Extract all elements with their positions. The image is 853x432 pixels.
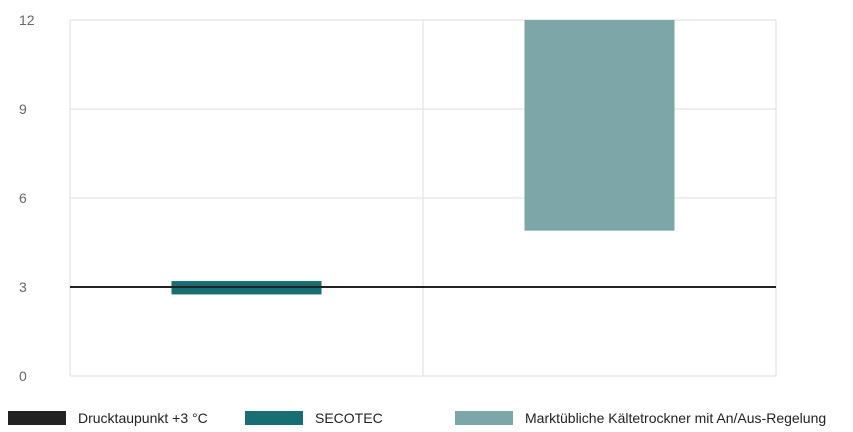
y-tick-label-4: 12 — [19, 12, 35, 28]
y-tick-label-2: 6 — [19, 190, 27, 206]
y-tick-label-3: 9 — [19, 101, 27, 117]
legend-item-conventional: Marktübliche Kältetrockner mit An/Aus-Re… — [455, 410, 826, 426]
legend-item-secotec: SECOTEC — [245, 410, 383, 426]
y-axis-tick-labels: 0 3 6 9 12 — [19, 12, 35, 384]
legend-label-dewpoint: Drucktaupunkt +3 °C — [78, 410, 208, 426]
y-tick-label-1: 3 — [19, 279, 27, 295]
legend-item-dewpoint: Drucktaupunkt +3 °C — [8, 410, 208, 426]
chart: 0 3 6 9 12 — [19, 12, 777, 384]
legend-label-secotec: SECOTEC — [315, 410, 383, 426]
legend-swatch-secotec — [245, 411, 303, 425]
chart-legend: Drucktaupunkt +3 °C SECOTEC Marktübliche… — [0, 410, 853, 432]
y-tick-label-0: 0 — [19, 368, 27, 384]
legend-label-conventional: Marktübliche Kältetrockner mit An/Aus-Re… — [525, 410, 827, 426]
bar-series-1-cat-1 — [524, 20, 675, 231]
chart-bars — [171, 20, 675, 295]
legend-swatch-conventional — [455, 411, 513, 425]
legend-swatch-dewpoint — [8, 411, 66, 425]
